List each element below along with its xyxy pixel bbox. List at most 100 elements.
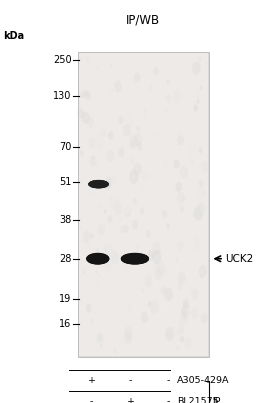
Circle shape: [134, 73, 140, 83]
Ellipse shape: [122, 254, 148, 263]
Ellipse shape: [89, 181, 108, 188]
Ellipse shape: [87, 255, 108, 263]
Ellipse shape: [87, 255, 108, 262]
Circle shape: [141, 186, 143, 189]
Circle shape: [157, 73, 166, 87]
Circle shape: [201, 162, 208, 173]
Ellipse shape: [88, 255, 108, 262]
Text: 38: 38: [59, 216, 72, 225]
Circle shape: [202, 191, 204, 195]
Circle shape: [194, 206, 203, 221]
Circle shape: [85, 91, 91, 100]
Circle shape: [170, 327, 179, 341]
Circle shape: [157, 262, 166, 276]
Circle shape: [181, 305, 190, 319]
Circle shape: [142, 170, 150, 182]
Circle shape: [117, 211, 122, 220]
Circle shape: [81, 226, 82, 230]
Circle shape: [134, 162, 142, 176]
Ellipse shape: [88, 257, 108, 261]
Circle shape: [104, 209, 107, 214]
Circle shape: [102, 82, 104, 85]
Circle shape: [199, 147, 202, 154]
Ellipse shape: [122, 256, 147, 262]
Circle shape: [123, 205, 131, 218]
Circle shape: [197, 95, 199, 99]
Circle shape: [158, 302, 167, 316]
Circle shape: [175, 56, 180, 64]
Circle shape: [166, 131, 170, 139]
Circle shape: [199, 180, 204, 188]
Circle shape: [177, 135, 184, 145]
Circle shape: [105, 177, 113, 188]
Circle shape: [130, 141, 135, 150]
Circle shape: [183, 196, 186, 201]
Circle shape: [165, 108, 168, 113]
Circle shape: [149, 85, 153, 91]
Circle shape: [185, 180, 190, 187]
Circle shape: [183, 222, 191, 234]
Circle shape: [188, 204, 192, 210]
Circle shape: [194, 107, 197, 112]
Circle shape: [127, 304, 132, 312]
Circle shape: [166, 79, 170, 85]
Text: 130: 130: [53, 91, 72, 100]
Circle shape: [148, 216, 150, 219]
Circle shape: [110, 197, 112, 199]
Circle shape: [176, 305, 182, 314]
Bar: [78, 52, 209, 357]
Text: -: -: [167, 376, 170, 385]
Ellipse shape: [122, 253, 148, 264]
Circle shape: [164, 276, 166, 278]
Circle shape: [83, 89, 88, 98]
Circle shape: [200, 313, 208, 326]
Circle shape: [115, 234, 120, 241]
Circle shape: [193, 235, 199, 244]
Circle shape: [177, 241, 184, 251]
Circle shape: [182, 308, 186, 315]
Circle shape: [141, 312, 148, 323]
Circle shape: [77, 108, 84, 119]
Circle shape: [146, 231, 151, 238]
Circle shape: [192, 61, 201, 75]
Text: BL21575: BL21575: [177, 397, 219, 403]
Ellipse shape: [89, 181, 108, 187]
Circle shape: [123, 224, 129, 233]
Circle shape: [153, 71, 156, 77]
Circle shape: [121, 138, 126, 145]
Circle shape: [79, 103, 84, 110]
Circle shape: [86, 304, 91, 313]
Circle shape: [126, 113, 134, 127]
Circle shape: [154, 268, 162, 280]
Text: IP/WB: IP/WB: [126, 14, 160, 27]
Circle shape: [144, 166, 153, 179]
Circle shape: [194, 342, 196, 345]
Circle shape: [105, 181, 111, 190]
Circle shape: [201, 313, 208, 324]
Circle shape: [119, 116, 124, 124]
Circle shape: [179, 312, 188, 326]
Circle shape: [89, 137, 96, 148]
Circle shape: [110, 251, 119, 265]
Circle shape: [114, 202, 122, 215]
Circle shape: [152, 131, 159, 143]
Ellipse shape: [87, 254, 109, 264]
Circle shape: [182, 162, 185, 166]
Circle shape: [82, 231, 91, 244]
Circle shape: [199, 85, 203, 91]
Circle shape: [91, 319, 94, 323]
Circle shape: [168, 158, 170, 161]
Circle shape: [199, 188, 206, 199]
Circle shape: [86, 56, 90, 62]
Circle shape: [120, 287, 127, 298]
Circle shape: [192, 214, 194, 218]
Circle shape: [166, 110, 170, 117]
Circle shape: [112, 175, 118, 184]
Circle shape: [93, 102, 96, 106]
Text: IP: IP: [212, 397, 220, 403]
Circle shape: [98, 332, 101, 337]
Circle shape: [90, 233, 93, 238]
Circle shape: [174, 159, 179, 169]
Circle shape: [113, 349, 117, 354]
Circle shape: [87, 183, 95, 197]
